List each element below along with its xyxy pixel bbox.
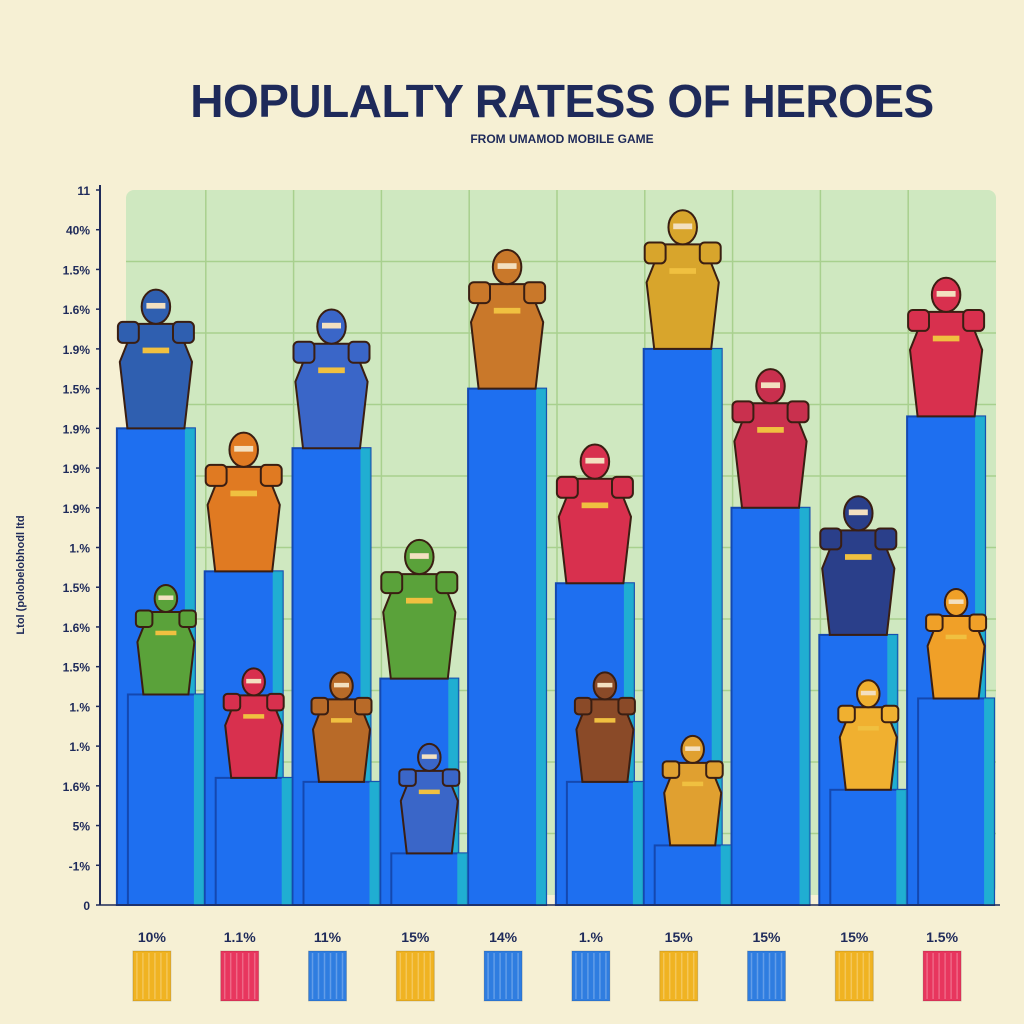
hero-figure — [134, 583, 197, 696]
chart-title: HOPULALTY RATESS OF HEROES — [190, 75, 934, 127]
legend-swatch — [132, 950, 172, 1002]
bar-side-shade — [896, 789, 907, 905]
bar-side-shade — [360, 448, 371, 905]
bar-side-shade — [711, 348, 722, 905]
bar-side-shade — [281, 777, 292, 905]
hero-figure — [204, 431, 283, 573]
chart-subtitle: FROM UMAMOD MOBILE GAME — [470, 132, 654, 146]
bar — [730, 506, 811, 906]
y-tick-label: 1.5% — [63, 581, 91, 595]
hero-figure — [661, 734, 724, 847]
y-axis-label: Ltol (polobelobhodl ltd — [15, 515, 27, 634]
hero-figure — [398, 742, 461, 855]
x-tick-label: 15% — [665, 929, 694, 945]
legend-swatch — [571, 950, 611, 1002]
y-tick-label: 11 — [77, 184, 90, 198]
y-tick-label: 1.5% — [63, 661, 91, 675]
hero-figure — [380, 538, 459, 680]
hero-figure — [555, 443, 634, 585]
x-tick-label: 14% — [489, 929, 518, 945]
bar — [829, 788, 908, 906]
legend-swatch — [922, 950, 962, 1002]
bar-side-shade — [984, 698, 995, 905]
y-tick-label: 1.9% — [63, 502, 91, 516]
y-tick-label: 1.9% — [63, 462, 91, 476]
legend-swatch — [220, 950, 260, 1002]
y-tick-label: 0 — [83, 899, 90, 913]
bar — [302, 780, 381, 906]
y-tick-label: -1% — [69, 859, 91, 873]
y-tick-label: 1.% — [69, 740, 90, 754]
legend-swatch — [483, 950, 523, 1002]
x-tick-label: 1.1% — [224, 929, 256, 945]
x-tick-label: 10% — [138, 929, 167, 945]
y-tick-label: 40% — [66, 224, 90, 238]
hero-figure — [643, 209, 722, 350]
bar-side-shade — [457, 853, 468, 905]
x-tick-label: 15% — [401, 929, 430, 945]
bar — [126, 693, 205, 906]
bar-side-shade — [720, 845, 731, 905]
legend-swatch — [659, 950, 699, 1002]
hero-figure — [222, 667, 285, 779]
bar — [214, 776, 293, 907]
y-tick-label: 1.5% — [63, 263, 91, 277]
y-tick-label: 1.6% — [63, 780, 91, 794]
bar-side-shade — [193, 694, 204, 905]
bar — [917, 697, 996, 907]
y-tick-label: 5% — [73, 820, 91, 834]
hero-figure — [731, 368, 810, 509]
x-tick-label: 11% — [314, 929, 342, 945]
legend-swatch — [747, 950, 786, 1002]
hero-figure — [573, 671, 636, 783]
x-tick-label: 15% — [840, 929, 869, 945]
bar — [390, 852, 469, 906]
y-tick-label: 1.9% — [63, 343, 91, 357]
y-tick-label: 1.6% — [63, 621, 91, 635]
bar-side-shade — [799, 507, 810, 905]
legend-swatch — [308, 950, 347, 1002]
hero-figure — [819, 495, 898, 636]
hero-figure — [837, 679, 900, 791]
hero-figure — [292, 308, 371, 450]
legend-swatch — [395, 950, 435, 1002]
hero-figure — [907, 276, 986, 418]
bar-side-shade — [632, 781, 643, 905]
x-tick-label: 15% — [752, 929, 781, 945]
hero-figure — [116, 288, 195, 430]
hero-figure — [468, 248, 547, 390]
x-tick-label: 1.% — [579, 929, 604, 945]
y-tick-label: 1.9% — [63, 422, 91, 436]
y-tick-label: 1.5% — [63, 383, 91, 397]
hero-figure — [310, 671, 373, 783]
hero-figure — [925, 587, 988, 700]
bar — [467, 387, 548, 907]
bar-side-shade — [369, 781, 380, 905]
legend-swatch — [834, 950, 874, 1002]
bar-side-shade — [536, 388, 547, 906]
bar — [565, 780, 644, 906]
x-tick-label: 1.5% — [926, 929, 958, 945]
y-tick-label: 1.% — [69, 542, 90, 556]
bar — [653, 844, 732, 907]
y-tick-label: 1.% — [69, 700, 90, 714]
y-tick-label: 1.6% — [63, 303, 91, 317]
